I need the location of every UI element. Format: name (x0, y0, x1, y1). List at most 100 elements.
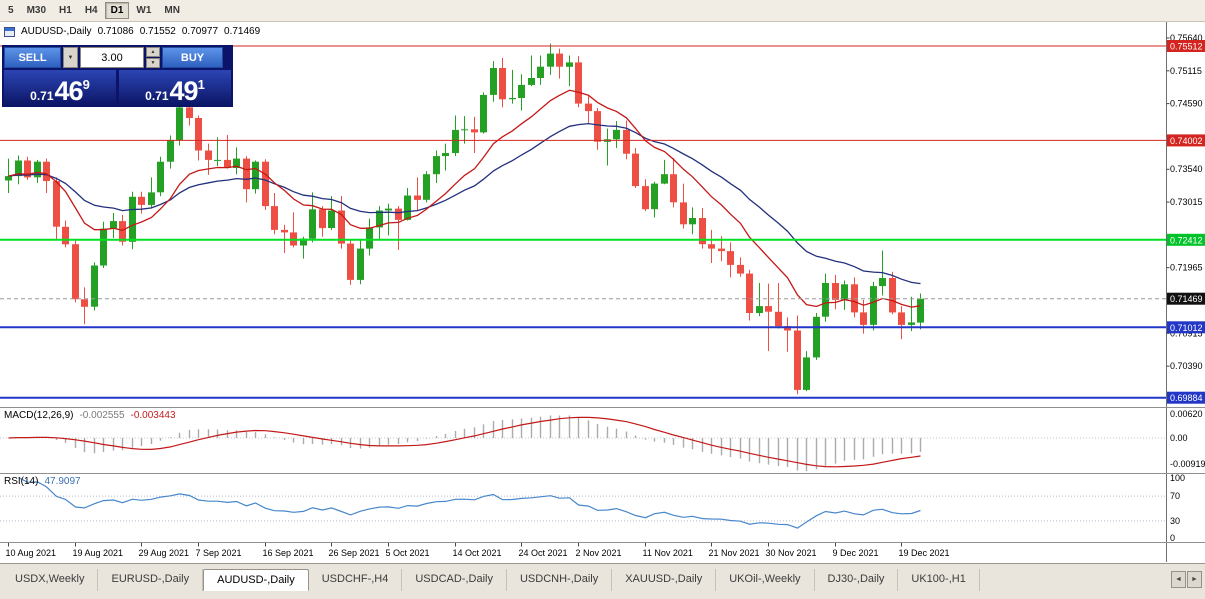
tab-scroll-right-icon[interactable]: ► (1187, 571, 1202, 588)
svg-text:16 Sep 2021: 16 Sep 2021 (263, 548, 314, 558)
svg-text:0.73015: 0.73015 (1170, 197, 1203, 207)
volume-increase-button[interactable]: ▲ (146, 47, 160, 57)
chart-tab-dj30-daily[interactable]: DJ30-,Daily (815, 569, 899, 591)
svg-text:0.74590: 0.74590 (1170, 99, 1203, 109)
svg-text:30: 30 (1170, 516, 1180, 526)
svg-text:0: 0 (1170, 533, 1175, 543)
sell-price-display[interactable]: 0.71 46 9 (4, 70, 116, 105)
ma-fast-line (8, 89, 921, 308)
svg-text:0.75512: 0.75512 (1170, 42, 1203, 52)
sell-price-pip-digit: 9 (82, 77, 90, 92)
svg-text:30 Nov 2021: 30 Nov 2021 (766, 548, 817, 558)
volume-spinner: ▲ ▼ (146, 47, 160, 68)
svg-text:21 Nov 2021: 21 Nov 2021 (709, 548, 760, 558)
timeframe-button-m30[interactable]: M30 (26, 5, 47, 16)
svg-text:14 Oct 2021: 14 Oct 2021 (453, 548, 502, 558)
svg-text:2 Nov 2021: 2 Nov 2021 (576, 548, 622, 558)
buy-price-big-digits: 49 (169, 76, 199, 106)
svg-text:29 Aug 2021: 29 Aug 2021 (139, 548, 190, 558)
sell-price-prefix: 0.71 (30, 89, 54, 103)
chart-window-icon (4, 26, 15, 37)
timeframe-button-w1[interactable]: W1 (136, 5, 152, 16)
sell-price-big-digits: 46 (54, 76, 84, 106)
volume-input[interactable]: 3.00 (80, 47, 144, 68)
svg-text:0.74002: 0.74002 (1170, 136, 1203, 146)
svg-text:-0.00919: -0.00919 (1170, 459, 1205, 469)
svg-text:0.70390: 0.70390 (1170, 361, 1203, 371)
chart-tabs: USDX,Weekly EURUSD-,Daily AUDUSD-,Daily USD… (2, 569, 1205, 591)
svg-text:24 Oct 2021: 24 Oct 2021 (519, 548, 568, 558)
chart-tab-uk100-h1[interactable]: UK100-,H1 (898, 569, 980, 591)
tab-scroll-controls: ◄ ► (1171, 571, 1202, 588)
candles-layer (5, 43, 924, 395)
chart-tab-ukoil-weekly[interactable]: UKOil-,Weekly (716, 569, 815, 591)
volume-dropdown-button[interactable]: ▼ (63, 47, 78, 68)
chart-tab-eurusd-daily[interactable]: EURUSD-,Daily (98, 569, 204, 591)
chart-symbol-label: AUDUSD-,Daily (21, 26, 92, 37)
volume-decrease-button[interactable]: ▼ (146, 58, 160, 68)
chart-tab-usdcnh-daily[interactable]: USDCNH-,Daily (507, 569, 613, 591)
svg-text:0.75115: 0.75115 (1170, 66, 1202, 76)
svg-text:0.75640: 0.75640 (1170, 33, 1203, 43)
svg-text:11 Nov 2021: 11 Nov 2021 (643, 548, 693, 558)
rsi-line (18, 476, 921, 529)
macd-indicator-label: MACD(12,26,9) -0.002555 -0.003443 (4, 410, 176, 421)
timeframe-toolbar: 5 M30 H1 H4 D1 W1 MN (0, 0, 1205, 22)
rsi-indicator-label: RSI(14) 47.9097 (4, 476, 81, 487)
svg-text:26 Sep 2021: 26 Sep 2021 (329, 548, 380, 558)
buy-price-pip-digit: 1 (197, 77, 205, 92)
macd-signal-value: -0.003443 (130, 410, 176, 421)
trade-prices-row: 0.71 46 9 0.71 49 1 (4, 70, 231, 105)
chart-tab-usdcad-daily[interactable]: USDCAD-,Daily (402, 569, 507, 591)
hline-layer (0, 45, 1166, 399)
ohlc-high: 0.71552 (139, 26, 176, 37)
svg-text:19 Aug 2021: 19 Aug 2021 (73, 548, 124, 558)
svg-text:0.73540: 0.73540 (1170, 164, 1203, 174)
svg-text:5 Oct 2021: 5 Oct 2021 (386, 548, 430, 558)
timeframe-button-h4[interactable]: H4 (84, 5, 98, 16)
timeframe-button-h1[interactable]: H1 (59, 5, 72, 16)
svg-text:70: 70 (1170, 491, 1180, 501)
buy-price-prefix: 0.71 (145, 89, 169, 103)
chart-tab-usdchf-h4[interactable]: USDCHF-,H4 (309, 569, 403, 591)
ma-slow-line (8, 122, 921, 285)
chart-tab-xauusd-daily[interactable]: XAUUSD-,Daily (612, 569, 717, 591)
chart-tab-usdx-weekly[interactable]: USDX,Weekly (2, 569, 99, 591)
svg-text:0.71012: 0.71012 (1170, 323, 1203, 333)
timeframe-button-5[interactable]: 5 (8, 5, 14, 16)
buy-button[interactable]: BUY (162, 47, 223, 68)
svg-text:9 Dec 2021: 9 Dec 2021 (833, 548, 879, 558)
trade-controls-row: SELL ▼ 3.00 ▲ ▼ BUY (4, 47, 231, 68)
timeframe-button-mn[interactable]: MN (164, 5, 180, 16)
svg-text:7 Sep 2021: 7 Sep 2021 (196, 548, 242, 558)
svg-text:0.71965: 0.71965 (1170, 263, 1203, 273)
price-axis: 0.75640 0.75115 0.74590 0.73540 0.73015 0.719… (1166, 33, 1205, 404)
chart-title-bar: AUDUSD-,Daily 0.71086 0.71552 0.70977 0.… (4, 26, 260, 37)
ohlc-close: 0.71469 (224, 26, 261, 37)
timeframe-button-d1[interactable]: D1 (104, 2, 130, 19)
one-click-trading-panel: SELL ▼ 3.00 ▲ ▼ BUY 0.71 46 9 0.71 49 1 (2, 45, 233, 107)
tab-scroll-left-icon[interactable]: ◄ (1171, 571, 1186, 588)
svg-text:0.71469: 0.71469 (1170, 294, 1203, 304)
chart-tab-audusd-daily[interactable]: AUDUSD-,Daily (203, 569, 309, 591)
svg-text:100: 100 (1170, 473, 1185, 483)
rsi-name: RSI(14) (4, 476, 39, 487)
svg-text:0.72412: 0.72412 (1170, 235, 1203, 245)
svg-text:0.00: 0.00 (1170, 433, 1188, 443)
time-axis: 10 Aug 2021 19 Aug 2021 29 Aug 2021 7 Sep 2… (6, 543, 950, 558)
ohlc-low: 0.70977 (181, 26, 219, 37)
svg-text:19 Dec 2021: 19 Dec 2021 (899, 548, 950, 558)
ohlc-open: 0.71086 (97, 26, 134, 37)
buy-price-display[interactable]: 0.71 49 1 (119, 70, 231, 105)
macd-signal-line (8, 416, 921, 468)
chart-tab-bar: USDX,Weekly EURUSD-,Daily AUDUSD-,Daily USD… (0, 563, 1205, 599)
svg-text:0.69884: 0.69884 (1170, 393, 1203, 403)
macd-name: MACD(12,26,9) (4, 410, 74, 421)
rsi-value: 47.9097 (44, 476, 81, 487)
svg-text:10 Aug 2021: 10 Aug 2021 (6, 548, 57, 558)
macd-main-value: -0.002555 (79, 410, 125, 421)
sell-button[interactable]: SELL (4, 47, 61, 68)
macd-histogram (17, 415, 922, 472)
